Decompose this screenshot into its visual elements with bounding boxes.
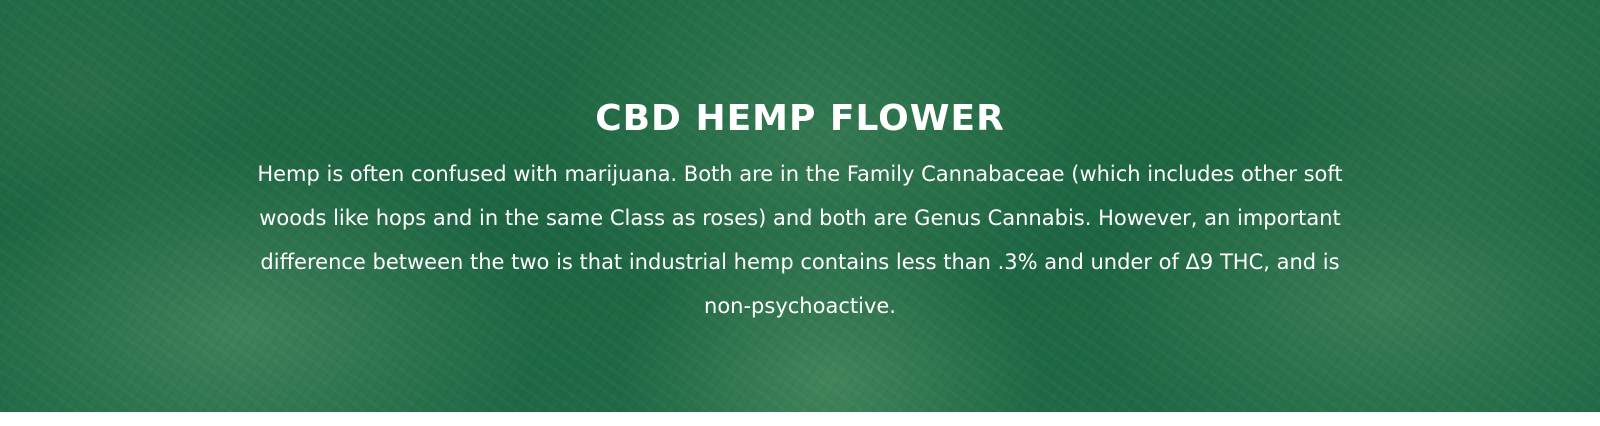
hero-content: CBD HEMP FLOWER Hemp is often confused w… [200,92,1400,328]
bottom-divider [0,412,1600,426]
hero-title: CBD HEMP FLOWER [595,98,1005,139]
hero-description: Hemp is often confused with marijuana. B… [257,162,1343,318]
